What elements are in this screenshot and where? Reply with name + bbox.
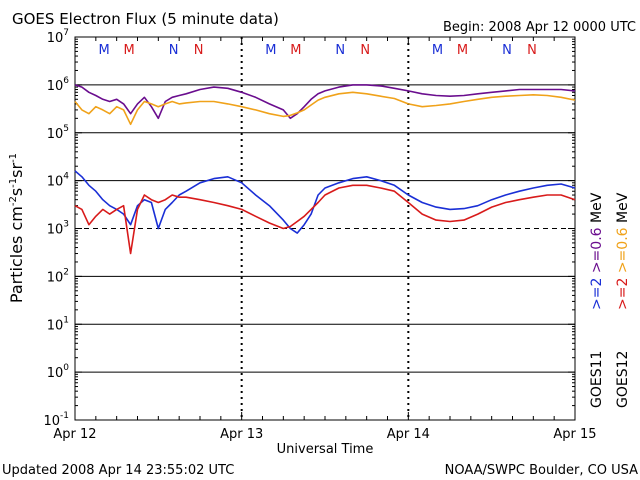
- goes12-label: GOES12: [615, 351, 631, 408]
- y-tick-label: 100: [47, 363, 70, 381]
- x-axis-label: Universal Time: [277, 442, 374, 457]
- x-tick-label: Apr 12: [53, 427, 96, 442]
- marker-letter: N: [502, 43, 512, 58]
- x-tick-label: Apr 15: [553, 427, 596, 442]
- credit-label: NOAA/SWPC Boulder, CO USA: [445, 463, 638, 478]
- marker-letter: N: [527, 43, 537, 58]
- marker-letter: M: [457, 43, 468, 58]
- marker-letter: N: [335, 43, 345, 58]
- y-tick-label: 104: [47, 172, 70, 190]
- marker-letter: N: [169, 43, 179, 58]
- svg-text:>=2 >=0.6 MeV: >=2 >=0.6 MeV: [589, 192, 605, 310]
- series-lines: [74, 84, 576, 255]
- y-axis-label: Particles cm-2s-1sr-1: [7, 153, 26, 303]
- series-line: [74, 184, 576, 255]
- goes11-channel-label: >=2 >=0.6 MeV: [589, 192, 605, 310]
- y-tick-label: 103: [47, 220, 69, 238]
- day-divider-lines: [240, 37, 410, 420]
- y-tick-label: 10-1: [43, 411, 69, 429]
- y-tick-label: 101: [47, 315, 69, 333]
- marker-letter: M: [265, 43, 276, 58]
- x-tick-label: Apr 13: [220, 427, 263, 442]
- marker-letter: N: [360, 43, 370, 58]
- goes11-label: GOES11: [589, 351, 605, 408]
- y-tick-label: 106: [47, 76, 70, 94]
- marker-letter: M: [432, 43, 443, 58]
- x-tick-label: Apr 14: [387, 427, 430, 442]
- y-tick-label: 102: [47, 267, 69, 285]
- reference-lines: [75, 84, 575, 373]
- chart-title: GOES Electron Flux (5 minute data): [12, 10, 279, 28]
- series-line: [74, 170, 576, 234]
- marker-letter: N: [194, 43, 204, 58]
- marker-letter: M: [290, 43, 301, 58]
- begin-label: Begin: 2008 Apr 12 0000 UTC: [443, 20, 636, 35]
- x-axis-ticks: Apr 12 Apr 13 Apr 14 Apr 15: [53, 37, 597, 442]
- marker-letter: M: [99, 43, 110, 58]
- series-line: [74, 84, 576, 120]
- marker-letter: M: [124, 43, 135, 58]
- svg-text:>=2 >=0.6 MeV: >=2 >=0.6 MeV: [615, 192, 631, 310]
- updated-label: Updated 2008 Apr 14 23:55:02 UTC: [2, 463, 234, 478]
- goes12-channel-label: >=2 >=0.6 MeV: [615, 192, 631, 310]
- y-tick-label: 107: [47, 28, 69, 46]
- y-tick-label: 105: [47, 124, 69, 142]
- series-line: [74, 91, 576, 126]
